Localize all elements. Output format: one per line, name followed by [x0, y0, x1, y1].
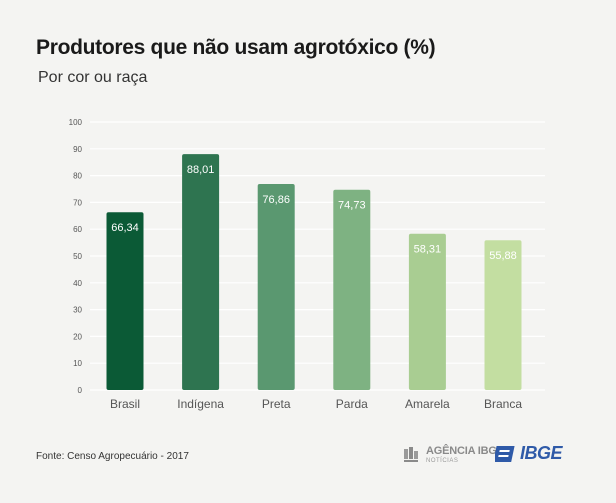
y-tick-label: 70: [73, 198, 82, 207]
bar-value-label: 88,01: [187, 164, 215, 176]
y-tick-label: 90: [73, 145, 82, 154]
bar: [408, 233, 446, 390]
bar-value-label: 58,31: [414, 244, 442, 256]
ibge-mark-icon: [495, 445, 515, 462]
bar-value-label: 74,73: [338, 200, 366, 212]
value-labels: 66,34 88,01 76,86 74,73 58,31 55,88: [111, 164, 517, 262]
x-tick-label: Indígena: [177, 397, 224, 411]
agencia-brand-sub: NOTÍCIAS: [426, 458, 459, 464]
bars: [106, 154, 522, 390]
x-tick-label: Branca: [484, 397, 522, 411]
y-tick-label: 80: [73, 172, 82, 181]
grid-lines: [90, 121, 545, 391]
y-tick-label: 30: [73, 306, 82, 315]
source-note: Fonte: Censo Agropecuário - 2017: [36, 451, 189, 462]
bar-value-label: 55,88: [489, 250, 517, 262]
y-axis-ticks: 0 10 20 30 40 50 60 70 80 90 100: [69, 118, 83, 395]
bar-value-label: 76,86: [262, 194, 290, 206]
y-tick-label: 50: [73, 252, 82, 261]
agencia-brand-name: AGÊNCIA IBGE: [426, 445, 504, 457]
y-tick-label: 0: [78, 386, 83, 395]
bar: [484, 240, 522, 390]
x-axis-labels: Brasil Indígena Preta Parda Amarela Branca: [110, 397, 522, 411]
y-tick-label: 60: [73, 225, 82, 234]
x-tick-label: Parda: [336, 397, 368, 411]
x-tick-label: Preta: [262, 397, 291, 411]
bar: [106, 212, 144, 390]
agencia-mark-icon: [404, 447, 418, 462]
bar-value-label: 66,34: [111, 222, 139, 234]
y-tick-label: 10: [73, 359, 82, 368]
agencia-ibge-logo: AGÊNCIA IBGE NOTÍCIAS: [404, 446, 504, 464]
x-tick-label: Brasil: [110, 397, 140, 411]
chart-subtitle: Por cor ou raça: [38, 69, 148, 86]
y-tick-label: 100: [69, 118, 83, 127]
bar: [182, 154, 220, 390]
x-tick-label: Amarela: [405, 397, 450, 411]
bar: [333, 189, 371, 390]
y-tick-label: 20: [73, 332, 82, 341]
chart-title: Produtores que não usam agrotóxico (%): [36, 36, 436, 59]
bar: [257, 184, 295, 390]
ibge-brand-name: IBGE: [520, 443, 563, 463]
y-tick-label: 40: [73, 279, 82, 288]
ibge-logo: IBGE: [495, 443, 563, 464]
